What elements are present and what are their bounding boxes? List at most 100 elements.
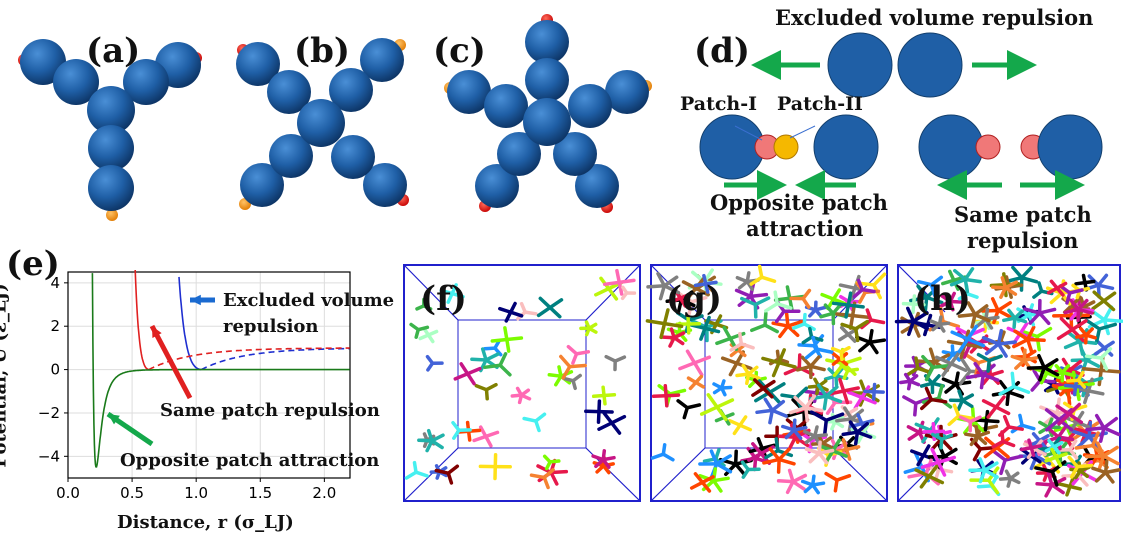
star-molecule xyxy=(916,275,944,297)
star-molecule xyxy=(929,315,951,333)
star-molecule xyxy=(472,425,500,448)
star-molecule xyxy=(902,395,931,417)
star-molecule xyxy=(591,385,617,406)
patch1-label: Patch-I xyxy=(680,93,758,115)
star-molecule xyxy=(676,399,702,420)
star-molecule xyxy=(827,377,860,405)
star-molecule xyxy=(755,397,788,425)
x-tick-label: 0.0 xyxy=(56,484,80,502)
panel-label-g: (g) xyxy=(666,279,722,319)
star-molecule xyxy=(699,393,735,422)
star-molecule xyxy=(584,399,614,424)
plot-frame xyxy=(67,271,351,479)
panel-label-b: (b) xyxy=(294,31,350,71)
star-molecule xyxy=(566,344,591,365)
star-molecule xyxy=(1085,413,1121,443)
star-molecule xyxy=(602,268,636,296)
arrow-excluded-head xyxy=(190,294,201,306)
star-molecule xyxy=(831,291,865,319)
arrow-same-head xyxy=(152,326,162,338)
series-line-same xyxy=(134,269,149,371)
star-molecule xyxy=(981,395,1011,419)
series-line-excluded xyxy=(178,276,202,371)
star-molecule xyxy=(483,352,512,377)
star-molecule xyxy=(536,296,564,319)
star-molecule xyxy=(1055,402,1084,426)
star-molecule xyxy=(941,371,972,396)
x-tick-label: 2.0 xyxy=(312,484,336,502)
star-molecule xyxy=(678,349,712,377)
star-molecule xyxy=(841,420,873,446)
star-molecule xyxy=(453,362,482,386)
panel-label-d: (d) xyxy=(694,31,750,71)
star-molecule xyxy=(698,467,730,493)
star-molecule xyxy=(914,464,945,489)
y-tick-label: −4 xyxy=(38,447,60,465)
star-molecule xyxy=(800,474,826,495)
star-molecule xyxy=(1075,326,1097,345)
opposite-label-1: Opposite patch xyxy=(710,190,888,215)
star-molecule xyxy=(905,356,932,377)
star-molecule xyxy=(1084,318,1118,344)
star-molecule xyxy=(948,389,975,412)
star-molecule xyxy=(920,386,948,411)
annotation-excluded-1: Excluded volume xyxy=(223,290,395,311)
sim-box-h xyxy=(894,264,1123,502)
star-molecule xyxy=(789,288,812,309)
star-molecule xyxy=(1084,347,1113,371)
star-molecule xyxy=(830,345,851,362)
star-molecule xyxy=(749,264,777,286)
star-molecule xyxy=(1002,308,1028,329)
star-molecule xyxy=(957,301,991,329)
star-molecule xyxy=(478,452,512,481)
star-molecule xyxy=(931,432,954,450)
star-molecule xyxy=(604,354,627,372)
star-molecule xyxy=(434,464,460,485)
star-molecule xyxy=(417,428,445,453)
star-molecule xyxy=(1091,459,1121,484)
series-line-excluded-dashed xyxy=(200,347,350,371)
star-molecule xyxy=(1005,265,1039,292)
annotation-excluded-2: repulsion xyxy=(223,316,319,337)
star-molecule xyxy=(809,410,845,437)
star-molecule xyxy=(522,412,547,433)
star-molecule xyxy=(529,468,555,490)
star-molecule xyxy=(729,331,755,352)
molecule-b xyxy=(236,38,409,210)
star-molecule xyxy=(934,350,968,378)
sim-box-g xyxy=(645,264,888,502)
star-molecule xyxy=(901,294,926,315)
star-molecule xyxy=(620,285,637,301)
star-molecule xyxy=(980,297,1013,325)
star-molecule xyxy=(559,354,587,380)
star-molecule xyxy=(998,469,1021,488)
y-axis-label: Potential, U (ε_LJ) xyxy=(0,283,11,468)
star-molecule xyxy=(1057,476,1083,497)
star-molecule xyxy=(776,468,808,495)
star-molecule xyxy=(949,267,982,294)
star-molecule xyxy=(1091,290,1117,312)
star-molecule xyxy=(415,297,433,311)
star-molecule xyxy=(490,326,524,353)
star-molecule xyxy=(804,440,835,465)
star-molecule xyxy=(921,354,952,382)
annotation-same: Same patch repulsion xyxy=(160,400,380,421)
star-molecule xyxy=(1026,353,1060,382)
star-molecule xyxy=(1063,298,1094,323)
star-molecule xyxy=(510,386,532,405)
same-label-2: repulsion xyxy=(967,228,1079,253)
star-molecule xyxy=(698,449,733,479)
star-molecule xyxy=(751,378,776,399)
star-molecule xyxy=(1020,438,1043,458)
star-molecule xyxy=(646,271,681,301)
star-molecule xyxy=(839,363,860,380)
star-molecule xyxy=(409,322,430,339)
opposite-label-2: attraction xyxy=(746,216,864,241)
star-molecule xyxy=(976,352,1003,373)
star-molecule xyxy=(788,394,824,423)
annotation-opposite: Opposite patch attraction xyxy=(120,450,380,471)
molecule-a xyxy=(18,39,202,221)
y-tick-label: 2 xyxy=(50,317,60,335)
schematic-d xyxy=(699,32,1103,200)
